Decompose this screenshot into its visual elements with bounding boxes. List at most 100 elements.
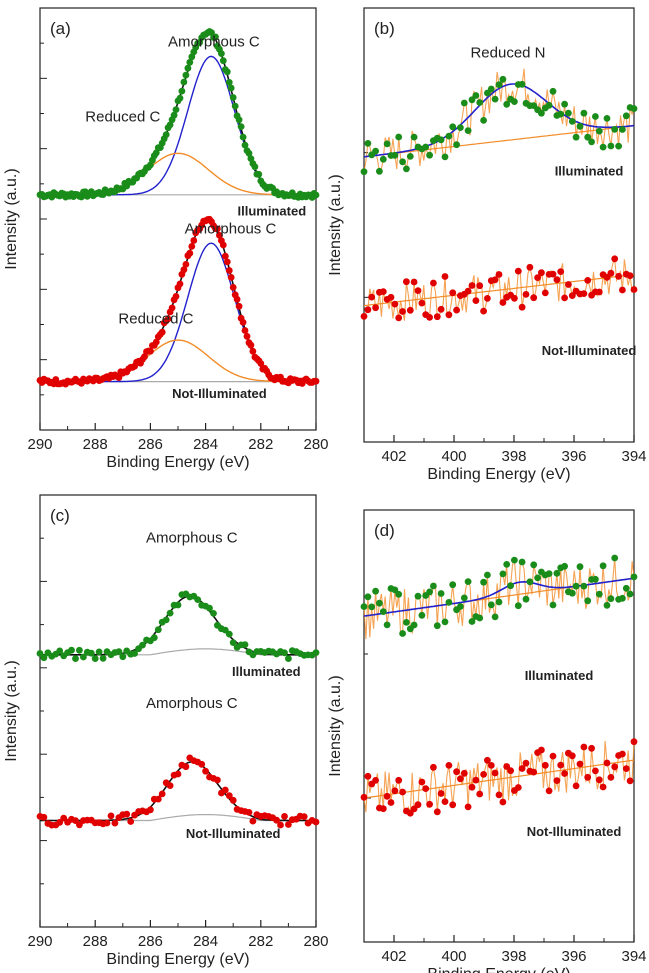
data-point (221, 252, 229, 260)
data-point (576, 122, 584, 130)
data-point (487, 85, 495, 93)
data-point (164, 315, 172, 323)
data-point (507, 767, 514, 775)
data-point (518, 558, 526, 566)
data-point (514, 784, 522, 791)
data-point (206, 604, 213, 612)
data-point (430, 582, 437, 590)
data-point (541, 289, 549, 297)
data-point (176, 94, 184, 102)
data-point (152, 149, 160, 157)
background-line (363, 125, 635, 158)
data-point (166, 782, 174, 789)
data-point (395, 776, 403, 784)
x-tick-label: 394 (621, 948, 646, 965)
data-point (464, 803, 472, 811)
y-axis-label: Intensity (a.u.) (327, 174, 344, 275)
data-point (379, 288, 387, 295)
series-not-illuminated (360, 738, 638, 817)
data-point (360, 603, 368, 610)
data-point (522, 595, 530, 603)
series-not-illuminated (360, 255, 638, 322)
data-point (210, 610, 217, 617)
data-point (174, 601, 182, 609)
data-point (460, 99, 468, 107)
data-point (391, 787, 399, 795)
data-point (241, 141, 249, 149)
data-point (561, 770, 568, 777)
data-line (363, 557, 635, 640)
data-point (225, 79, 233, 86)
data-point (495, 271, 503, 278)
series-label: Illuminated (525, 668, 594, 683)
data-point (607, 595, 615, 603)
data-point (182, 71, 190, 79)
background-line (363, 759, 635, 799)
data-point (141, 353, 148, 361)
data-point (545, 787, 553, 795)
data-point (406, 306, 414, 314)
peak-annotation: Reduced C (85, 108, 160, 125)
data-point (131, 650, 139, 657)
x-tick-label: 280 (303, 933, 328, 950)
data-point (383, 792, 391, 800)
data-point (603, 115, 611, 122)
data-point (522, 759, 530, 767)
data-point (495, 791, 503, 799)
data-point (468, 96, 476, 104)
data-point (414, 801, 422, 809)
data-point (127, 818, 135, 825)
data-point (580, 743, 588, 751)
data-point (460, 769, 468, 777)
data-point (172, 106, 180, 113)
data-point (391, 151, 399, 159)
data-point (281, 813, 288, 820)
data-point (449, 123, 457, 131)
data-point (441, 798, 449, 805)
data-point (580, 109, 588, 117)
data-point (518, 80, 526, 88)
data-point (545, 101, 553, 109)
data-point (518, 303, 526, 311)
data-point (530, 768, 538, 776)
data-point (433, 313, 441, 321)
data-point (437, 590, 445, 597)
data-point (480, 117, 487, 124)
data-point (433, 808, 441, 816)
peak-annotation: Amorphous C (146, 695, 238, 712)
data-point (216, 232, 223, 239)
data-point (410, 133, 418, 141)
series-illuminated (36, 590, 320, 662)
data-point (225, 267, 233, 274)
y-axis-label: Intensity (a.u.) (3, 660, 20, 761)
data-point (229, 639, 237, 646)
data-point (588, 744, 595, 752)
x-tick-label: 288 (83, 436, 108, 453)
x-tick-label: 400 (441, 448, 466, 465)
data-point (522, 291, 530, 298)
data-point (449, 581, 457, 589)
data-point (457, 603, 464, 610)
data-point (395, 314, 403, 322)
x-tick-label: 402 (381, 948, 406, 965)
data-point (188, 243, 196, 250)
data-point (198, 760, 206, 768)
data-point (368, 293, 376, 301)
data-point (212, 33, 219, 41)
data-point (76, 821, 83, 829)
data-point (480, 578, 487, 586)
data-point (588, 138, 595, 146)
data-point (626, 590, 634, 598)
x-tick-label: 290 (27, 933, 52, 950)
data-point (592, 575, 599, 583)
data-point (615, 142, 622, 150)
x-tick-label: 398 (501, 948, 526, 965)
data-point (214, 225, 221, 233)
data-point (518, 765, 526, 772)
data-point (383, 140, 391, 148)
x-axis-label: Binding Energy (eV) (106, 454, 249, 471)
data-point (549, 87, 557, 95)
data-point (56, 819, 64, 826)
panel-a: 290 288 286 284 282 280 Binding Energy (eV) Int… (3, 7, 329, 471)
